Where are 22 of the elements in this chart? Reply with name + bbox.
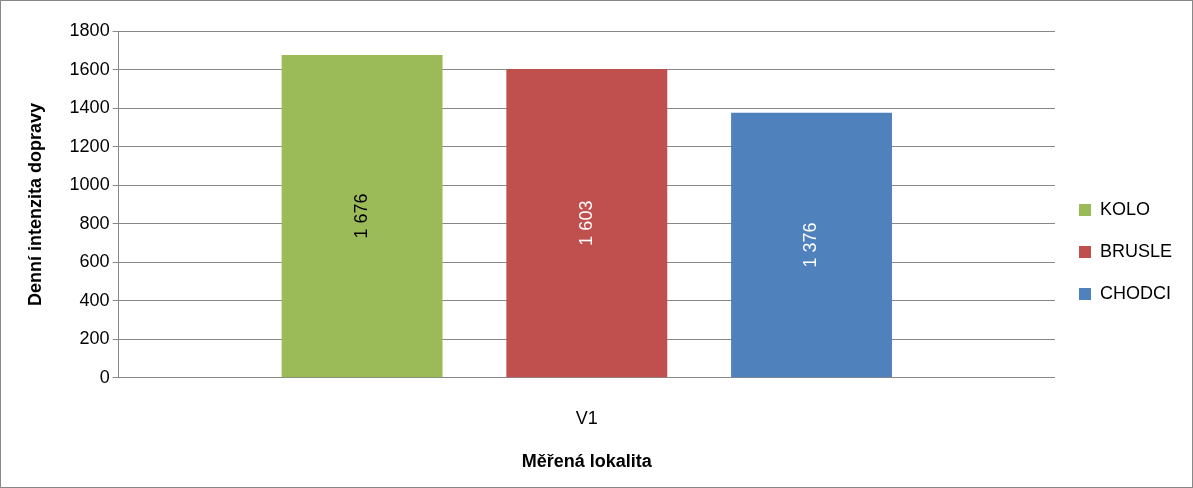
data-label: 1 676 xyxy=(351,193,372,239)
y-tick-label: 1200 xyxy=(69,135,110,156)
bar xyxy=(281,54,443,378)
y-tick-label: 0 xyxy=(99,366,110,387)
y-tick-label: 1600 xyxy=(69,58,110,79)
y-tick-label: 1800 xyxy=(69,19,110,40)
y-tick-label: 600 xyxy=(79,251,110,272)
legend-label: BRUSLE xyxy=(1099,240,1172,261)
x-tick-label: V1 xyxy=(575,407,598,428)
y-tick-label: 400 xyxy=(79,289,110,310)
y-tick-label: 800 xyxy=(79,212,110,233)
x-axis-title: Měřená lokalita xyxy=(521,451,653,472)
data-label: 1 376 xyxy=(800,222,821,268)
y-axis-title: Denní intenzita dopravy xyxy=(24,102,45,306)
y-tick-label: 1400 xyxy=(69,97,110,118)
y-tick-label: 200 xyxy=(79,328,110,349)
y-tick-label: 1000 xyxy=(69,174,110,195)
legend-label: CHODCI xyxy=(1099,282,1171,303)
bar xyxy=(506,68,668,378)
data-label: 1 603 xyxy=(575,200,596,246)
bar xyxy=(731,112,892,378)
legend-label: KOLO xyxy=(1099,198,1150,219)
